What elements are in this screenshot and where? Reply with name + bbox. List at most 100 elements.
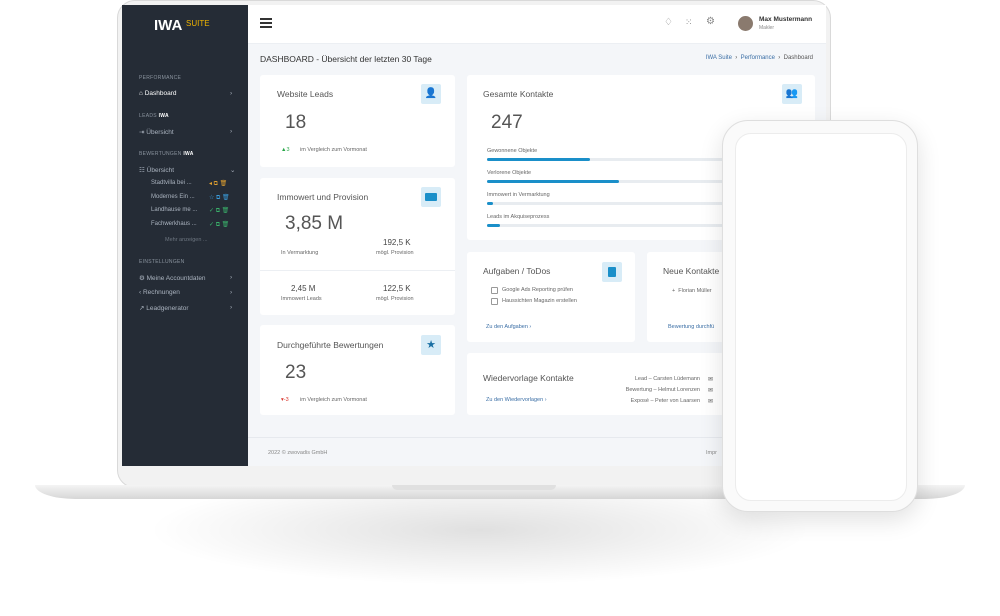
nav-label: Leadgenerator — [146, 305, 189, 312]
avatar[interactable] — [738, 16, 753, 31]
trend-value: 3 — [286, 147, 290, 153]
chevron: › — [230, 289, 233, 296]
nav-item[interactable]: ↗ Leadgenerator — [139, 305, 189, 312]
section-title: LEADS IWA — [139, 113, 169, 119]
section-title: EINSTELLUNGEN — [139, 259, 185, 265]
trend-value: -3 — [283, 397, 289, 403]
card-icon: ★ — [421, 335, 441, 355]
nav-item[interactable]: ‹ Rechnungen — [139, 289, 180, 296]
checkbox[interactable] — [491, 298, 498, 305]
card-icon — [421, 187, 441, 207]
nav-item[interactable]: ⇥ Übersicht — [139, 129, 174, 136]
kpi-value: 247 — [491, 112, 523, 133]
subitem[interactable]: Modernes Ein ... — [151, 193, 195, 200]
card-title: Aufgaben / ToDos — [483, 266, 551, 276]
section-title: PERFORMANCE — [139, 75, 182, 81]
link-label: Zu den Aufgaben — [486, 324, 528, 330]
more-link[interactable]: Mehr anzeigen ... — [165, 237, 208, 243]
logo-suffix: SUITE — [186, 19, 210, 28]
checkbox[interactable] — [491, 287, 498, 294]
sidebar: IWA SUITE PERFORMANCE ⌂ Dashboard › LEAD… — [122, 5, 248, 466]
kpi-value: 122,5 K — [383, 284, 411, 293]
nav-label: Meine Accountdaten — [146, 275, 206, 282]
copyright: 2022 © zwovadis GmbH — [268, 450, 328, 456]
apps-icon[interactable]: ⁙ — [685, 17, 693, 27]
subitem[interactable]: Landhause me ... — [151, 207, 198, 213]
laptop-notch — [392, 485, 556, 490]
footer-line — [248, 437, 826, 438]
card-link[interactable]: Zu den Wiedervorlagen › — [486, 397, 547, 403]
chevron: › — [230, 128, 233, 135]
nav-item[interactable]: ☷ Übersicht — [139, 167, 175, 174]
task: Google Ads Reporting prüfen — [502, 287, 573, 293]
mail-icon[interactable]: ✉ — [708, 399, 714, 405]
link-label: Zu den Wiedervorlagen — [486, 397, 544, 403]
notification-icon[interactable]: ♢ — [664, 17, 673, 28]
footer-link[interactable]: Impr — [706, 450, 717, 456]
nav-label: Übersicht — [146, 167, 175, 174]
kpi-label: Immowert Leads — [281, 296, 322, 302]
topbar — [248, 5, 826, 44]
badge: IWA — [158, 113, 169, 119]
nav-item[interactable]: ⚙ Meine Accountdaten — [139, 275, 206, 282]
chevron: › — [230, 304, 233, 311]
logo: IWA — [154, 17, 183, 34]
user-name: Max Mustermann — [759, 16, 813, 23]
page-title: DASHBOARD - Übersicht der letzten 30 Tag… — [260, 54, 432, 64]
subitem[interactable]: Stadtvilla bei ... — [151, 180, 192, 186]
chevron: › — [230, 274, 233, 281]
trend-text: im Vergleich zum Vormonat — [300, 147, 367, 153]
subitem[interactable]: Fachwerkhaus ... — [151, 220, 197, 227]
contact: + Florian Müller — [672, 288, 712, 294]
nav-item[interactable]: ⌂ Dashboard — [139, 90, 177, 97]
card-link[interactable]: Zu den Aufgaben › — [486, 324, 532, 330]
menu-button[interactable] — [260, 18, 272, 28]
mail-icon[interactable]: ✉ — [708, 377, 714, 383]
progress-fill — [487, 224, 500, 227]
task: Haussichten Magazin erstellen — [502, 298, 577, 304]
card-icon: 👤 — [421, 84, 441, 104]
card-title: Website Leads — [277, 89, 334, 99]
followup-item[interactable]: Exposé – Peter von Laarsen — [630, 398, 700, 404]
progress-label: Leads im Akquiseprozess — [487, 214, 550, 220]
kpi-value: 23 — [285, 362, 307, 383]
progress-fill — [487, 180, 620, 183]
card-title: Durchgeführte Bewertungen — [277, 340, 384, 350]
kpi-value: 3,85 M — [285, 213, 344, 234]
card-icon — [602, 262, 622, 282]
card-title: Immowert und Provision — [277, 192, 369, 202]
chevron: ⌄ — [230, 167, 236, 174]
subitem-actions: ☆ ⧉ 🗑 — [209, 194, 230, 201]
trend-text: im Vergleich zum Vormonat — [300, 397, 367, 403]
progress-label: Gewonnene Objekte — [487, 148, 538, 154]
kpi-label: mögl. Provision — [376, 296, 414, 302]
settings-icon[interactable]: ⚙ — [706, 16, 715, 27]
card-link[interactable]: Bewertung durchfü — [668, 324, 715, 330]
card-title: Wiedervorlage Kontakte — [483, 373, 574, 383]
followup-item[interactable]: Bewertung – Helmut Lorenzen — [625, 387, 700, 393]
crumb[interactable]: Performance — [740, 55, 775, 61]
progress-fill — [487, 202, 494, 205]
subitem-actions: ◂ ⧉ 🗑 — [209, 181, 228, 187]
progress-label: Verlorene Objekte — [487, 170, 532, 176]
trend: ▾-3 — [281, 397, 289, 403]
card-title: Neue Kontakte — [663, 266, 720, 276]
progress-track — [487, 158, 810, 161]
mail-icon[interactable]: ✉ — [708, 388, 714, 394]
progress-track — [487, 224, 810, 227]
kpi-label: mögl. Provision — [376, 250, 414, 256]
crumb[interactable]: IWA Suite — [705, 55, 732, 61]
section-title: BEWERTUNGEN IWA — [139, 151, 194, 157]
kpi-value: 192,5 K — [383, 238, 411, 247]
crumb: Dashboard — [783, 55, 813, 61]
card-icon: 👥 — [782, 84, 802, 104]
breadcrumb: IWA Suite › Performance › Dashboard — [705, 55, 813, 61]
subitem-actions: ✓ ⧉ 🗑 — [209, 221, 230, 228]
phone-screen — [735, 133, 907, 501]
badge: IWA — [183, 151, 194, 157]
progress-track — [487, 180, 810, 183]
chevron: › — [230, 90, 233, 97]
nav-label: Rechnungen — [142, 289, 180, 296]
section-label: BEWERTUNGEN — [139, 151, 182, 157]
followup-item[interactable]: Lead – Carsten Lüdemann — [634, 376, 700, 382]
